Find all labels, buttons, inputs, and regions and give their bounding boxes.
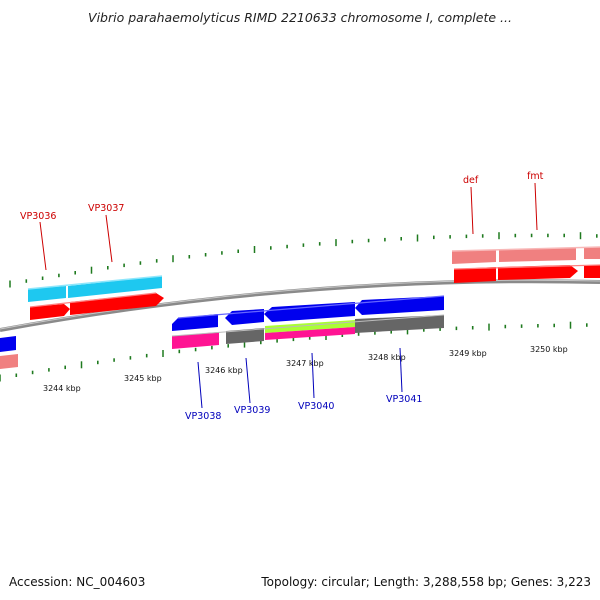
cds-def-band[interactable] — [452, 250, 496, 264]
cds-def-arrow[interactable] — [454, 267, 496, 283]
reverse-features — [0, 295, 445, 369]
backbone-arc — [0, 279, 600, 332]
band-highlight — [27, 275, 163, 290]
accession-text: Accession: NC_004603 — [9, 575, 146, 589]
scale-label-3247: 3247 kbp — [286, 359, 324, 368]
band-highlight-right — [451, 246, 600, 252]
label-vp3036[interactable]: VP3036 — [20, 211, 56, 222]
cds-vp3038-arrow[interactable] — [172, 314, 218, 331]
cds-next-arrow[interactable] — [584, 265, 600, 278]
scale-label-3246: 3246 kbp — [205, 366, 243, 375]
scale-label-3244: 3244 kbp — [43, 384, 81, 393]
cds-next-band[interactable] — [584, 247, 600, 259]
arrow-highlight — [29, 292, 157, 308]
label-vp3039[interactable]: VP3039 — [234, 405, 270, 416]
cds-vp3037-band[interactable] — [68, 276, 162, 298]
genome-summary-text: Topology: circular; Length: 3,288,558 bp… — [261, 575, 591, 589]
label-def[interactable]: def — [463, 175, 479, 186]
cds-left-partial-band[interactable] — [0, 354, 18, 369]
scale-label-3248: 3248 kbp — [368, 353, 406, 362]
cds-vp3041-arrow[interactable] — [355, 296, 444, 315]
label-vp3041[interactable]: VP3041 — [386, 394, 422, 405]
vp3039-band[interactable] — [226, 328, 264, 344]
cds-vp3040-arrow[interactable] — [264, 302, 355, 322]
label-vp3037[interactable]: VP3037 — [88, 203, 124, 214]
scale-label-3250: 3250 kbp — [530, 345, 568, 354]
scale-label-3249: 3249 kbp — [449, 349, 487, 358]
blue-highlight — [177, 295, 445, 319]
outer-tick-ring — [9, 232, 598, 288]
vp3038-band[interactable] — [172, 332, 219, 349]
map-title: Vibrio parahaemolyticus RIMD 2210633 chr… — [88, 10, 512, 25]
cds-fmt-arrow[interactable] — [498, 265, 578, 280]
cds-left-partial-arrow[interactable] — [0, 336, 16, 352]
vp3041-band[interactable] — [355, 315, 444, 333]
arrow-highlight-right — [453, 264, 600, 270]
cds-vp3037-arrow[interactable] — [70, 293, 164, 315]
cds-vp3036-arrow[interactable] — [30, 304, 70, 320]
cds-fmt-band[interactable] — [499, 248, 576, 262]
label-fmt[interactable]: fmt — [527, 171, 544, 182]
backbone-arc-highlight — [0, 279, 600, 330]
label-vp3038[interactable]: VP3038 — [185, 411, 221, 422]
vp3040-band-magenta[interactable] — [265, 327, 355, 340]
leader-lines — [39, 182, 538, 409]
forward-features — [27, 246, 600, 320]
cds-vp3036-band[interactable] — [28, 286, 66, 302]
lower-band-highlight — [171, 314, 445, 337]
scale-label-3245: 3245 kbp — [124, 374, 162, 383]
label-vp3040[interactable]: VP3040 — [298, 401, 334, 412]
